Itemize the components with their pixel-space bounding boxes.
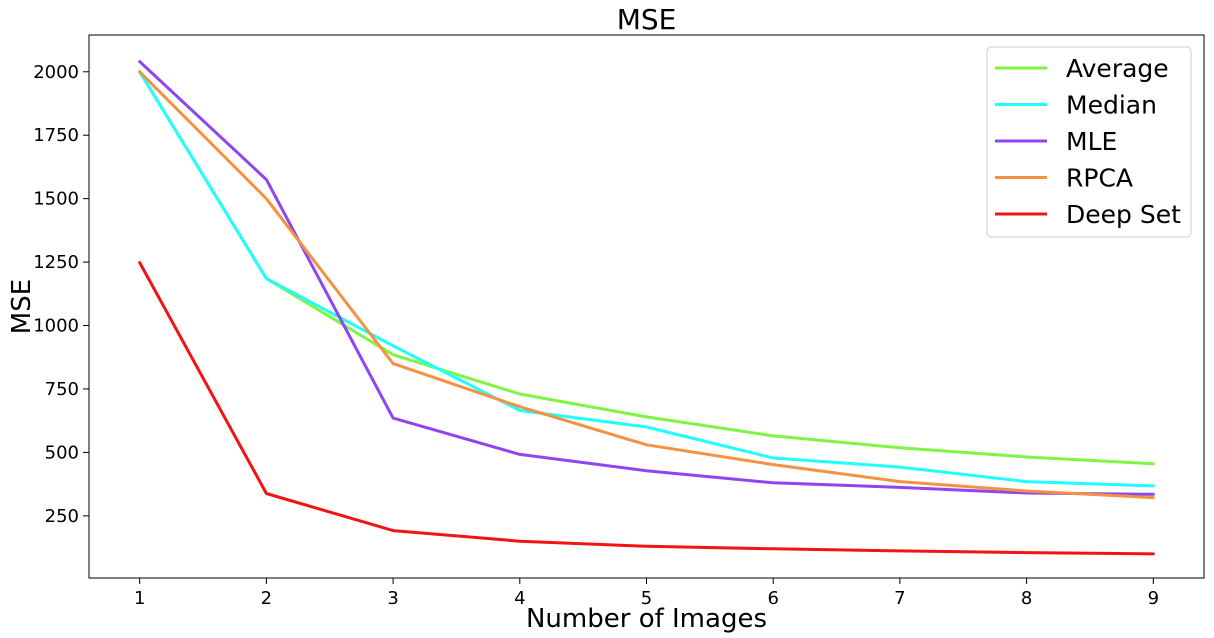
legend-label-mle: MLE bbox=[1066, 127, 1117, 156]
x-tick-label: 3 bbox=[387, 588, 398, 609]
series-lines bbox=[138, 60, 1155, 556]
series-line-deep-set bbox=[138, 261, 1155, 556]
y-tick-label: 1750 bbox=[33, 125, 79, 146]
y-tick-label: 250 bbox=[45, 506, 79, 527]
chart-title: MSE bbox=[617, 3, 677, 36]
x-tick-label: 6 bbox=[767, 588, 778, 609]
x-tick-label: 4 bbox=[514, 588, 525, 609]
x-tick-label: 2 bbox=[261, 588, 272, 609]
legend-label-rpca: RPCA bbox=[1066, 164, 1133, 193]
x-tick-label: 8 bbox=[1021, 588, 1032, 609]
y-tick-label: 1000 bbox=[33, 316, 79, 337]
y-tick-label: 750 bbox=[45, 379, 79, 400]
series-line-mle bbox=[138, 60, 1155, 496]
legend-label-deep-set: Deep Set bbox=[1066, 200, 1181, 229]
x-axis-title: Number of Images bbox=[526, 604, 767, 634]
x-tick-label: 9 bbox=[1148, 588, 1159, 609]
series-line-average bbox=[138, 70, 1155, 466]
y-axis-ticks: 250 500 750 1000 1250 1500 1750 2000 bbox=[33, 62, 89, 527]
y-tick-label: 1500 bbox=[33, 189, 79, 210]
legend-box bbox=[986, 46, 1192, 238]
series-line-rpca bbox=[138, 70, 1155, 500]
y-tick-label: 500 bbox=[45, 442, 79, 463]
x-tick-label: 5 bbox=[641, 588, 652, 609]
y-tick-label: 1250 bbox=[33, 252, 79, 273]
legend-label-average: Average bbox=[1066, 54, 1169, 83]
x-tick-label: 1 bbox=[134, 588, 145, 609]
legend-label-median: Median bbox=[1066, 91, 1157, 120]
y-tick-label: 2000 bbox=[33, 62, 79, 83]
x-tick-label: 7 bbox=[894, 588, 905, 609]
series-line-median bbox=[138, 70, 1155, 488]
legend: Average Median MLE RPCA Deep Set bbox=[986, 46, 1192, 238]
y-axis-title: MSE bbox=[7, 279, 37, 334]
x-axis-ticks: 1 2 3 4 5 6 7 8 9 bbox=[134, 578, 1159, 609]
